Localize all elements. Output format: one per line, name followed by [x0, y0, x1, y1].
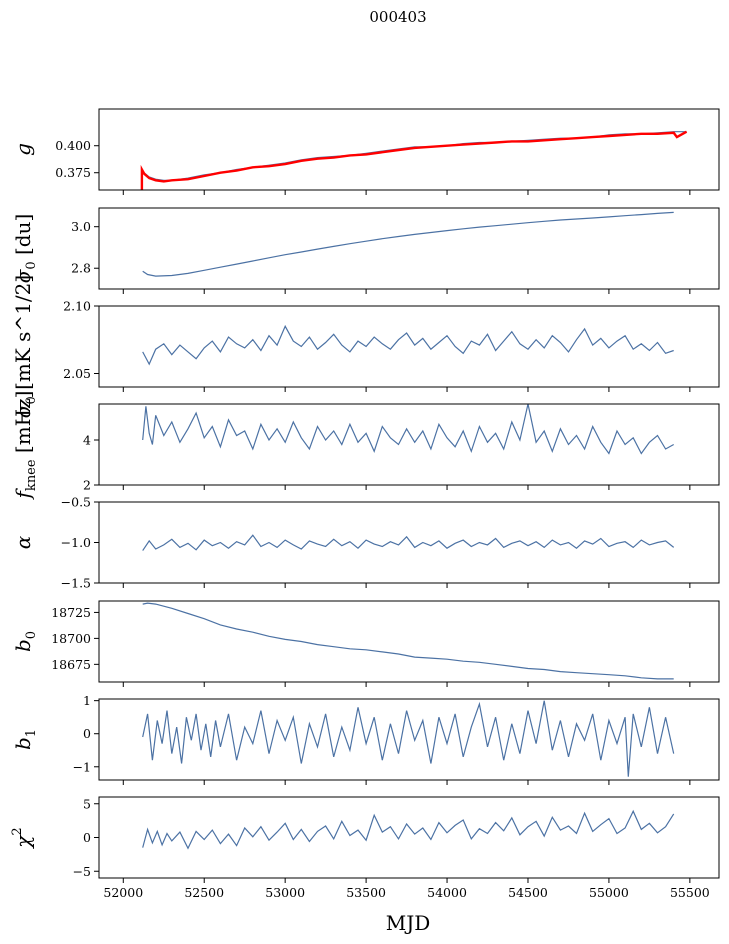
- axes-frame: [98, 207, 720, 290]
- panel-4: 2 4 fknee [mHz]: [11, 391, 720, 501]
- x-tick-label: 54500: [508, 885, 548, 900]
- y-axis-label: σ0 [mK s^1/2]: [11, 275, 39, 418]
- panels: 0.375 0.400 g 2.8 3.0 σ0 [du] 2.05 2.10 σ0 [mK s…: [10, 108, 720, 900]
- y-tick-label: 0: [83, 726, 91, 741]
- y-axis-label: b0: [11, 631, 39, 652]
- x-tick-label: 54000: [427, 885, 467, 900]
- y-axis-label: α: [11, 535, 35, 549]
- figure-title: 000403: [369, 8, 426, 26]
- y-tick-label: 4: [83, 433, 91, 448]
- y-tick-label: 2.8: [71, 261, 91, 276]
- y-tick-label: −5: [73, 864, 91, 879]
- y-tick-label: 3.0: [71, 219, 91, 234]
- axes-frame: [98, 108, 720, 191]
- y-tick-label: 18700: [51, 631, 91, 646]
- y-tick-label: 1: [83, 693, 91, 708]
- y-tick-label: 0: [83, 830, 91, 845]
- x-tick-label: 52000: [103, 885, 143, 900]
- y-tick-label: −1.5: [61, 576, 91, 591]
- y-tick-label: −0.5: [61, 495, 91, 510]
- panel-2: 2.8 3.0 σ0 [du]: [11, 207, 720, 294]
- y-axis-label: χ2: [10, 827, 35, 849]
- axes-frame: [98, 796, 720, 879]
- series-line-1: [142, 404, 674, 455]
- x-tick-label: 53500: [346, 885, 386, 900]
- x-tick-label: 52500: [184, 885, 224, 900]
- axes-frame: [98, 698, 720, 781]
- axes-frame: [98, 305, 720, 388]
- series-line-2: [140, 130, 688, 190]
- y-tick-label: 2: [83, 478, 91, 493]
- y-tick-label: −1: [73, 759, 91, 774]
- panel-8: −5 0 5 52000 52500 53000 53500 54000 54500 55000 5…: [10, 796, 720, 900]
- axes-frame: [98, 403, 720, 486]
- x-tick-label: 55500: [670, 885, 710, 900]
- y-tick-label: 18675: [51, 657, 91, 672]
- y-axis-label: g: [11, 143, 35, 156]
- series-line-1: [142, 602, 674, 680]
- axes-frame: [98, 600, 720, 683]
- y-axis-label: fknee [mHz]: [11, 391, 39, 501]
- y-tick-label: 0.400: [55, 138, 91, 153]
- series-line-1: [142, 534, 675, 551]
- x-tick-label: 53000: [265, 885, 305, 900]
- y-tick-label: 18725: [51, 605, 91, 620]
- panel-3: 2.05 2.10 σ0 [mK s^1/2]: [11, 275, 720, 418]
- y-tick-label: −1.0: [61, 535, 91, 550]
- x-axis-label: MJD: [386, 911, 431, 935]
- y-tick-label: 2.10: [63, 299, 91, 314]
- y-axis-label: σ0 [du]: [11, 214, 39, 284]
- y-axis-label: b1: [11, 729, 39, 750]
- y-tick-label: 2.05: [63, 366, 91, 381]
- x-tick-label: 55000: [589, 885, 629, 900]
- y-tick-label: 5: [83, 796, 91, 811]
- series-line-1: [142, 700, 675, 777]
- panel-6: 18675 18700 18725 b0: [11, 600, 720, 687]
- panel-7: −1 0 1 b1: [11, 693, 720, 785]
- series-line-1: [142, 324, 674, 366]
- series-line-1: [142, 211, 674, 277]
- series-line-1: [142, 809, 675, 850]
- panel-1: 0.375 0.400 g: [11, 108, 720, 195]
- panel-5: −1.5 −1.0 −0.5 α: [11, 495, 720, 591]
- y-tick-label: 0.375: [55, 165, 91, 180]
